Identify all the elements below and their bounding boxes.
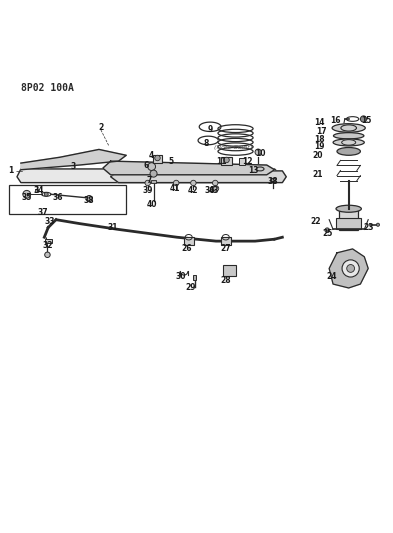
Polygon shape	[21, 149, 126, 169]
Text: 4: 4	[149, 151, 154, 160]
Text: 33: 33	[45, 217, 55, 226]
Text: 17: 17	[316, 127, 327, 136]
Text: 28: 28	[220, 276, 231, 285]
Text: 24: 24	[326, 272, 336, 281]
Text: (Note Color): (Note Color)	[215, 145, 253, 150]
Text: 22: 22	[310, 217, 321, 226]
Text: 40: 40	[146, 200, 157, 209]
Text: 39: 39	[143, 186, 153, 195]
Bar	[45, 239, 52, 243]
Text: 26: 26	[182, 245, 192, 253]
Circle shape	[155, 155, 160, 161]
Bar	[152, 155, 162, 164]
Circle shape	[347, 264, 354, 272]
Text: 21: 21	[312, 171, 323, 179]
Text: 1: 1	[9, 166, 14, 175]
Text: 38: 38	[84, 197, 94, 205]
Circle shape	[150, 170, 157, 177]
Circle shape	[360, 116, 367, 122]
Text: 20: 20	[312, 151, 323, 160]
Text: 11: 11	[217, 157, 227, 166]
Bar	[339, 209, 358, 230]
Text: 7: 7	[147, 176, 152, 185]
Text: 8P02 100A: 8P02 100A	[21, 83, 74, 93]
Circle shape	[213, 185, 219, 191]
Text: 8: 8	[204, 139, 209, 148]
Text: 19: 19	[314, 142, 325, 151]
Text: 32: 32	[43, 240, 53, 249]
Text: 13: 13	[248, 166, 258, 175]
Circle shape	[145, 180, 151, 185]
Text: 9: 9	[208, 125, 213, 134]
Text: 23: 23	[363, 223, 373, 232]
Circle shape	[224, 157, 229, 163]
Text: 34: 34	[33, 186, 44, 195]
Bar	[184, 237, 194, 245]
Text: 42: 42	[187, 186, 198, 195]
Circle shape	[148, 163, 156, 171]
Text: 14: 14	[314, 118, 325, 127]
Text: 15: 15	[361, 116, 371, 125]
Text: 18: 18	[314, 135, 325, 144]
Ellipse shape	[332, 124, 365, 132]
Circle shape	[86, 196, 92, 201]
Circle shape	[44, 192, 48, 196]
Text: 37: 37	[37, 208, 48, 217]
Text: 6: 6	[143, 160, 149, 169]
Bar	[151, 180, 156, 183]
Ellipse shape	[337, 148, 360, 155]
Ellipse shape	[336, 205, 362, 212]
Text: 16: 16	[330, 116, 340, 125]
Bar	[193, 274, 196, 280]
Ellipse shape	[333, 139, 364, 146]
Text: 30: 30	[176, 272, 186, 281]
Text: 36: 36	[205, 186, 215, 195]
Text: 31: 31	[107, 223, 118, 232]
Bar	[221, 237, 231, 245]
Circle shape	[23, 190, 31, 198]
Bar	[223, 265, 237, 276]
Text: 25: 25	[322, 229, 332, 238]
Bar	[35, 189, 39, 191]
Text: 27: 27	[220, 245, 231, 253]
Circle shape	[325, 228, 330, 232]
Text: 2: 2	[98, 124, 103, 133]
Text: 35: 35	[22, 192, 32, 201]
Text: 41: 41	[170, 184, 180, 193]
Text: 29: 29	[185, 284, 196, 293]
Circle shape	[376, 223, 380, 227]
Bar	[336, 217, 362, 229]
Polygon shape	[111, 171, 286, 183]
Text: 10: 10	[255, 149, 266, 158]
Circle shape	[191, 180, 196, 185]
Bar	[270, 179, 275, 181]
Circle shape	[342, 260, 359, 277]
Circle shape	[255, 149, 261, 155]
Text: 36: 36	[53, 192, 63, 201]
Bar	[9, 184, 126, 214]
Bar	[239, 158, 245, 165]
Ellipse shape	[334, 133, 364, 139]
Text: 43: 43	[209, 186, 219, 195]
Circle shape	[45, 252, 50, 257]
Circle shape	[213, 180, 218, 185]
Polygon shape	[103, 161, 275, 175]
Polygon shape	[17, 169, 282, 183]
Text: 3: 3	[71, 163, 76, 172]
Bar	[221, 157, 232, 165]
Circle shape	[173, 180, 179, 185]
Text: 5: 5	[169, 157, 174, 166]
Text: 12: 12	[242, 157, 252, 166]
Text: 38: 38	[267, 177, 278, 186]
Polygon shape	[329, 249, 368, 288]
